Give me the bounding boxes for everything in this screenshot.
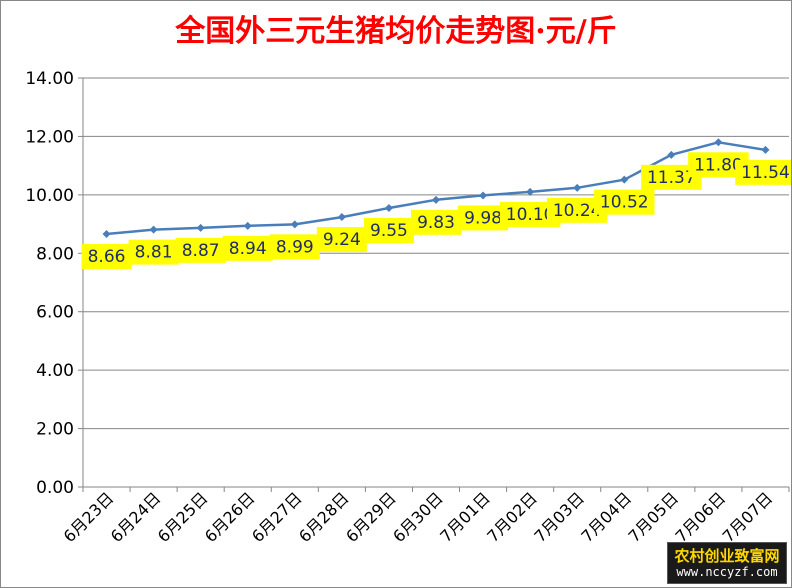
watermark-url: www.nccyzf.com	[676, 564, 778, 579]
x-tick-label: 6月30日	[389, 488, 447, 546]
data-label-bg	[175, 237, 226, 263]
x-tick-label: 6月27日	[248, 488, 306, 546]
watermark-name: 农村创业致富网	[674, 546, 780, 565]
data-label-bg	[269, 234, 320, 260]
data-label: 8.99	[276, 237, 314, 257]
data-label: 11.80	[694, 155, 743, 175]
series-layer	[102, 138, 770, 239]
data-point	[384, 204, 393, 213]
data-label: 9.83	[417, 213, 455, 233]
y-tick-label: 4.00	[36, 361, 74, 381]
data-label: 11.54	[741, 163, 790, 183]
y-tick-label: 10.00	[25, 186, 74, 206]
x-tick-label: 6月26日	[201, 488, 259, 546]
data-label: 10.24	[553, 201, 602, 221]
y-tick-label: 12.00	[25, 127, 74, 147]
data-label: 10.10	[506, 205, 555, 225]
data-label: 9.55	[370, 221, 408, 241]
data-label-bg	[594, 189, 655, 215]
data-point	[290, 220, 299, 229]
data-label: 9.24	[323, 230, 361, 250]
data-label: 8.66	[88, 247, 126, 267]
x-tick-label: 7月03日	[530, 488, 588, 546]
data-point	[479, 191, 488, 200]
data-label-bg	[363, 218, 414, 244]
data-point	[526, 187, 535, 196]
data-point	[432, 195, 440, 204]
y-tick-label: 8.00	[36, 244, 74, 264]
x-tick-label: 7月01日	[436, 488, 494, 546]
data-point	[102, 230, 111, 239]
data-label: 11.37	[647, 168, 696, 188]
data-label-bg	[81, 244, 132, 270]
data-point	[620, 175, 629, 184]
y-tick-label: 6.00	[36, 303, 74, 323]
x-tick-label: 6月29日	[342, 488, 400, 546]
y-tick-label: 14.00	[25, 69, 74, 89]
x-tick-label: 6月24日	[107, 488, 165, 546]
data-label-bg	[222, 235, 273, 261]
data-label-bg	[735, 159, 791, 185]
x-tick-label: 7月05日	[624, 488, 682, 546]
data-point	[337, 213, 346, 222]
x-tick-label: 6月28日	[295, 488, 353, 546]
data-label-bg	[411, 209, 461, 235]
data-label: 8.94	[229, 239, 267, 259]
data-label: 8.81	[135, 243, 173, 263]
data-point	[573, 183, 582, 192]
data-label: 9.98	[464, 208, 502, 228]
data-label: 10.52	[600, 193, 649, 213]
axis-layer: 0.002.004.006.008.0010.0012.0014.006月23日…	[25, 69, 790, 546]
data-point	[149, 225, 158, 234]
y-tick-label: 0.00	[36, 478, 74, 498]
data-label-bg	[128, 239, 179, 265]
data-label-bg	[458, 205, 509, 231]
data-point	[243, 221, 252, 230]
data-point	[196, 223, 205, 232]
x-tick-label: 7月04日	[577, 488, 635, 546]
data-point	[667, 150, 676, 159]
data-label-layer: 8.66 8.81 8.87 8.94 8.99 9.24 9.55 9.83 9.98 10.1…	[81, 152, 791, 270]
x-tick-label: 6月25日	[154, 488, 212, 546]
data-point	[714, 138, 723, 147]
x-tick-label: 7月06日	[672, 488, 730, 546]
data-point	[761, 145, 770, 154]
data-label-bg	[316, 227, 367, 253]
watermark-logo: 农村创业致富网 www.nccyzf.com	[667, 542, 787, 584]
x-tick-label: 7月02日	[483, 488, 541, 546]
x-tick-label: 7月07日	[719, 488, 777, 546]
data-label: 8.87	[182, 241, 220, 261]
chart-title: 全国外三元生猪均价走势图·元/斤	[174, 14, 616, 49]
y-tick-label: 2.00	[36, 420, 74, 440]
